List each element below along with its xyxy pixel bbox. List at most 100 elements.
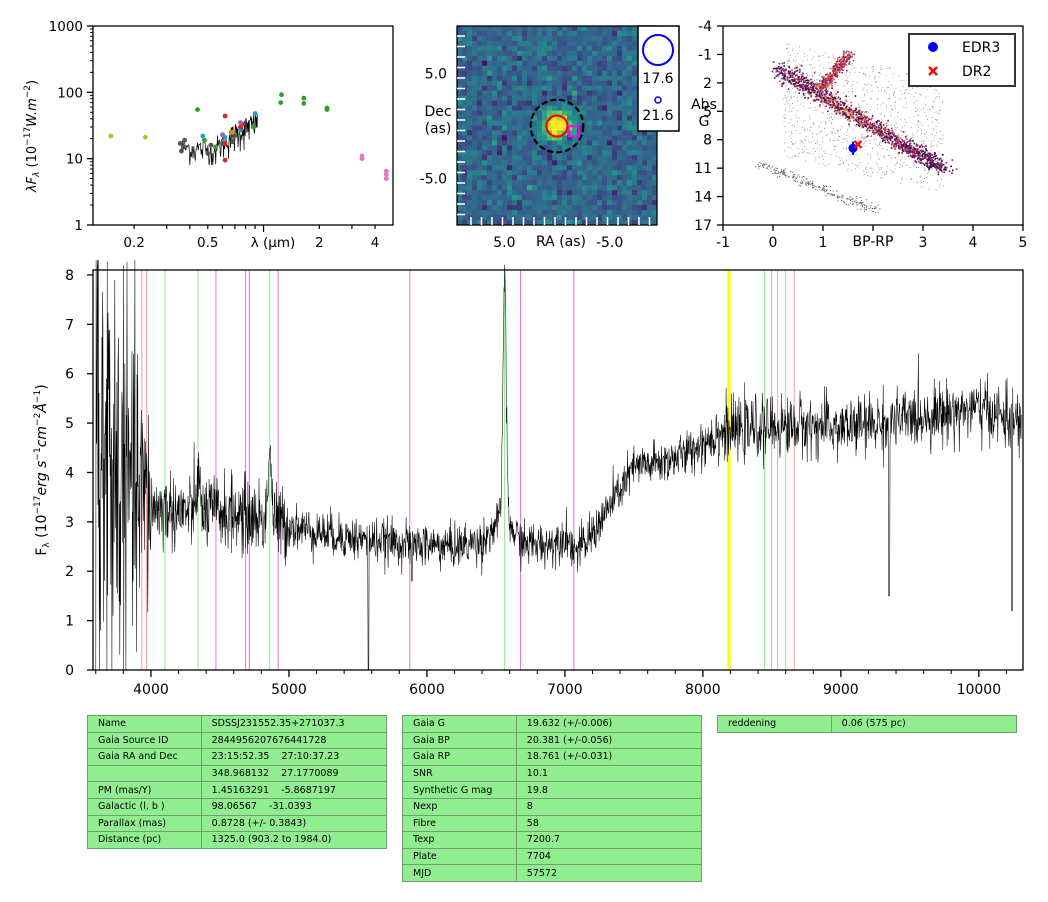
cmd-dot [781,82,783,85]
image-pixel [572,105,578,111]
image-pixel [472,155,478,161]
image-pixel [512,50,518,57]
cmd-dot [907,152,910,155]
sed-point [205,151,211,156]
image-pixel [582,35,588,42]
image-pixel [472,115,478,121]
image-pixel [467,80,473,87]
cmd-dot [898,133,900,135]
image-pixel [502,190,508,196]
cmd-dot [829,186,831,187]
image-pixel [607,45,613,52]
cmd-dot [785,100,787,102]
image-pixel [532,40,538,47]
image-pixel [552,35,558,42]
cmd-dot [873,138,875,140]
image-pixel [552,170,558,176]
table-row: Texp 7200.7 [402,831,703,849]
image-pixel [517,190,523,196]
image-pixel [477,125,483,131]
cmd-dot [858,202,860,204]
cmd-ytick-label: 14 [694,190,712,206]
image-pixel [512,165,518,171]
image-pixel [612,175,618,181]
cmd-dot [843,147,845,149]
image-pixel [587,150,593,156]
image-pixel [522,135,528,141]
cmd-dot [841,100,843,102]
cmd-dot [837,104,839,107]
image-pixel [622,170,628,176]
cmd-dot [835,104,838,106]
cmd-dot [763,166,765,168]
cmd-dot [805,183,806,185]
cmd-dot [796,176,798,178]
image-pixel [522,90,528,97]
cmd-dot [838,103,840,105]
cmd-dot [876,123,878,125]
cmd-dot [825,88,828,91]
image-pixel [612,120,618,126]
image-pixel [507,200,513,206]
image-pixel [572,180,578,186]
cmd-dot [863,142,865,144]
cmd-dot [802,151,804,153]
cmd-dot [907,145,909,148]
cmd-dot [836,65,838,68]
image-pixel [492,190,498,196]
image-pixel [557,65,563,72]
cmd-dot [784,150,786,152]
image-pixel [467,200,473,206]
image-pixel [627,75,633,82]
cmd-dot [866,208,867,210]
cmd-dot [891,143,893,146]
cmd-dot [914,116,916,118]
image-pixel [572,125,578,131]
cmd-dot [866,84,868,86]
cmd-dot [840,58,842,61]
image-pixel [557,215,563,221]
image-pixel [642,175,648,181]
cmd-dot [873,132,876,135]
cmd-dot [865,140,867,142]
image-pixel [487,195,493,201]
cmd-dot [791,156,793,158]
cmd-dot [830,95,833,97]
cmd-dot [820,89,823,92]
image-pixel [507,30,513,37]
cmd-dot [783,65,785,67]
cmd-dot [811,183,813,185]
cmd-dot [788,157,790,159]
image-pixel [552,75,558,82]
cmd-dot [812,91,815,94]
cmd-dot [817,89,820,91]
image-pixel [542,135,548,141]
cmd-dot [815,143,817,144]
cmd-dot [894,127,896,128]
image-pixel [462,105,468,111]
cmd-dot [833,195,835,196]
image-pixel [567,40,573,47]
image-pixel [542,170,548,176]
cmd-dot [824,80,826,82]
table-cell-label: PM (mas/Y) [87,781,202,799]
cmd-dot [820,100,822,102]
cmd-dot [821,85,823,88]
cmd-dot [807,87,809,89]
image-pixel [502,95,508,102]
image-pixel [487,80,493,87]
cmd-dot [810,126,812,128]
cmd-dot [818,186,820,187]
image-pixel [557,60,563,67]
image-pixel [507,35,513,42]
cmd-dot [806,79,808,82]
image-pixel [527,220,533,226]
image-pixel [577,30,583,37]
image-pixel [592,50,598,57]
cmd-dot [836,98,838,100]
cmd-dot [839,98,841,100]
image-pixel [512,140,518,146]
image-pixel [502,80,508,87]
image-pixel [557,95,563,102]
cmd-dot [797,156,799,158]
